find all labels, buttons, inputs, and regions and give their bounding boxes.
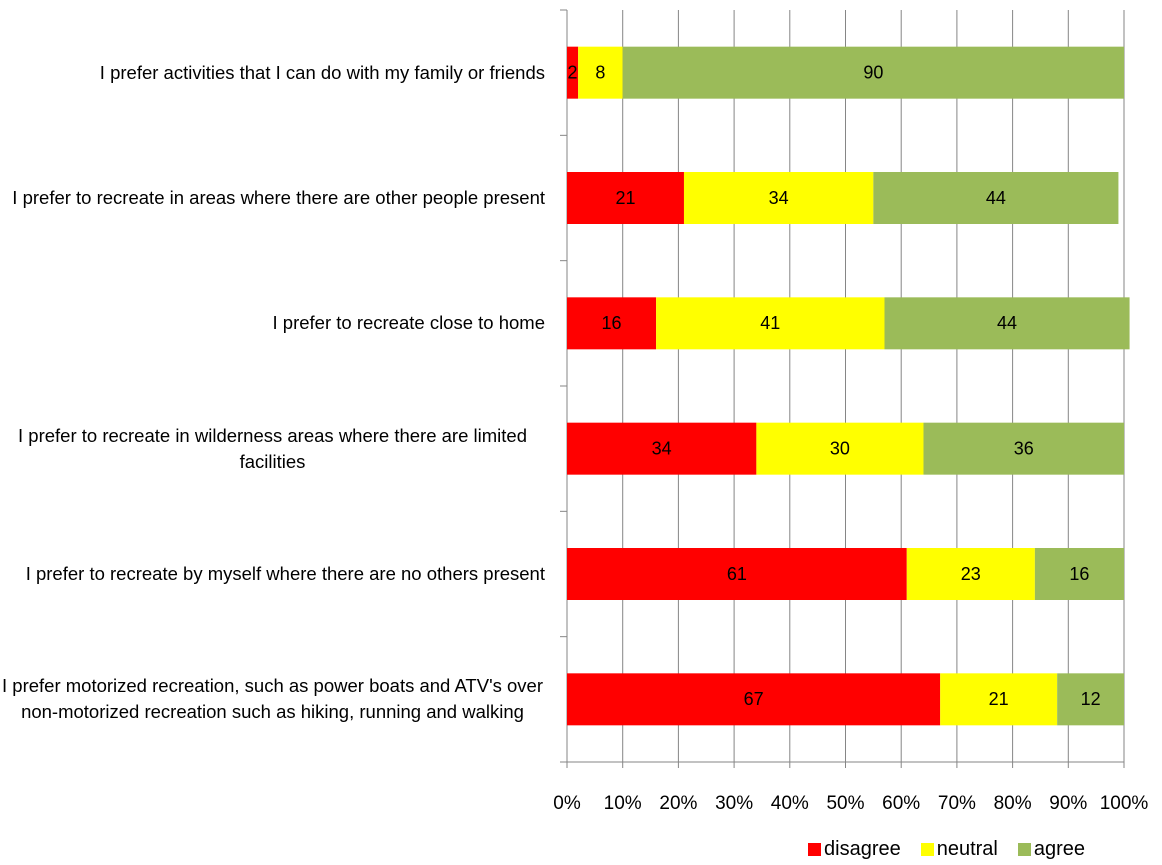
bar-segment [923,422,1124,475]
value-label: 44 [997,313,1017,333]
value-label: 34 [652,438,672,458]
value-label: 2 [568,62,578,82]
value-label: 21 [615,188,635,208]
x-tick-label: 60% [882,793,920,814]
category-label-box: I prefer to recreate in wilderness areas… [0,423,545,475]
bar-segment [940,673,1058,726]
bar-segment [656,297,885,350]
category-label-box: I prefer to recreate by myself where the… [0,561,545,587]
value-label: 30 [830,438,850,458]
x-tick-label: 70% [938,793,976,814]
bar-segment [567,673,941,726]
bar-segment [578,46,623,99]
legend-swatch [1017,843,1031,856]
value-label: 16 [1069,564,1089,584]
legend-label: agree [1033,838,1086,860]
x-tick-label: 30% [715,793,753,814]
x-tick-label: 0% [553,793,581,814]
legend-label: neutral [936,838,998,860]
category-label: I prefer to recreate in wilderness areas… [18,424,527,472]
legend-item: disagree [808,838,901,861]
value-label: 21 [989,689,1009,709]
category-label-box: I prefer motorized recreation, such as p… [0,673,545,725]
legend-item: neutral [920,838,998,861]
bar-segment [567,422,757,475]
bar-segment [567,172,684,224]
value-label: 8 [595,62,605,82]
category-label: I prefer activities that I can do with m… [99,61,545,83]
bar-segment [884,297,1130,350]
legend-label: disagree [824,838,901,860]
value-label: 23 [961,564,981,584]
x-tick-label: 80% [994,793,1032,814]
value-label: 36 [1014,438,1034,458]
category-label-box: I prefer to recreate in areas where ther… [0,185,545,211]
bar-segment [683,172,874,224]
legend-item: agree [1017,838,1086,861]
value-label: 67 [744,689,764,709]
bar-segment [622,46,1124,99]
value-label: 61 [727,564,747,584]
x-tick-label: 50% [826,793,864,814]
bar-segment [567,548,907,600]
value-label: 44 [986,188,1006,208]
bar-segment [567,46,579,99]
x-tick-label: 20% [659,793,697,814]
category-label: I prefer to recreate by myself where the… [25,563,545,584]
legend-swatch [920,843,934,856]
value-label: 12 [1081,689,1101,709]
category-label-box: I prefer activities that I can do with m… [0,60,545,86]
value-label: 90 [863,62,883,82]
bar-segment [756,422,924,475]
category-label: I prefer to recreate close to home [272,312,546,334]
category-label: I prefer motorized recreation, such as p… [2,675,543,723]
x-tick-label: 40% [771,793,809,814]
value-label: 16 [602,313,622,333]
legend: disagree neutral agree [0,838,1162,861]
legend-swatch [808,843,821,856]
category-label-box: I prefer to recreate close to home [0,310,546,336]
bar-segment [873,172,1119,224]
bar-segment [1057,673,1124,726]
value-label: 41 [760,313,780,333]
bar-segment [1034,548,1124,600]
bar-segment [567,297,657,350]
x-tick-label: 10% [604,793,642,814]
x-tick-label: 90% [1049,793,1087,814]
category-label: I prefer to recreate in areas where ther… [12,187,545,208]
bar-segment [906,548,1035,600]
value-label: 34 [769,188,789,208]
x-tick-label: 100% [1100,793,1149,814]
